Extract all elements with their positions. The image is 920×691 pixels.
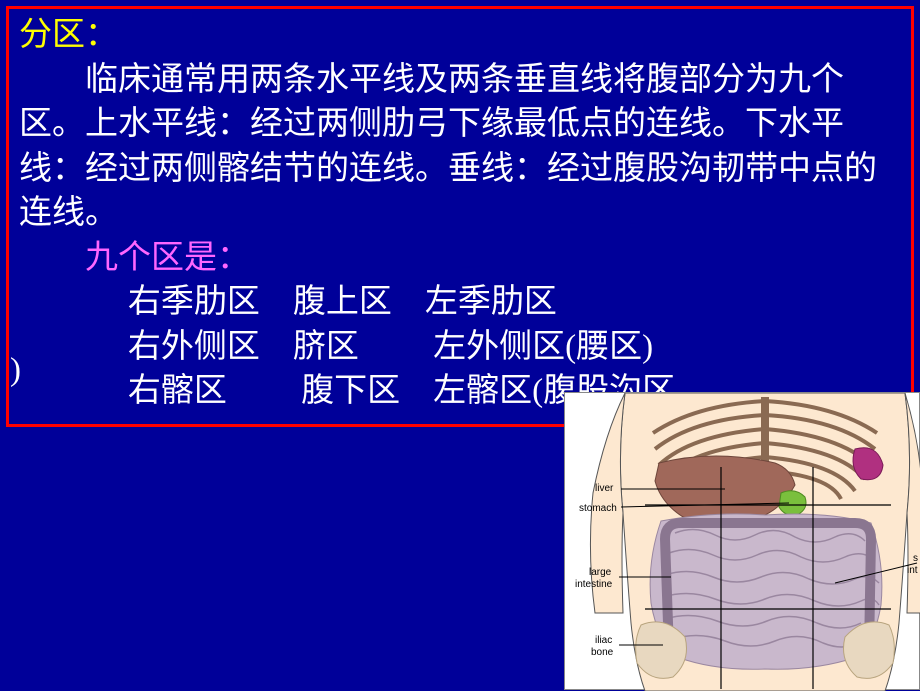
section-heading: 分区：	[19, 13, 901, 58]
regions-row-2: 右外侧区 脐区 左外侧区(腰区)	[19, 325, 901, 370]
label-small-2: int	[907, 565, 918, 576]
label-large-1: large	[589, 567, 612, 578]
label-liver: liver	[595, 483, 614, 494]
closing-paren: )	[10, 352, 21, 389]
label-iliac-1: iliac	[595, 635, 612, 646]
sub-heading: 九个区是：	[19, 236, 901, 281]
regions-row-1: 右季肋区 腹上区 左季肋区	[19, 280, 901, 325]
label-small-1: s	[913, 553, 918, 564]
label-large-2: intestine	[575, 579, 613, 590]
label-stomach: stomach	[579, 503, 617, 514]
body-paragraph: 临床通常用两条水平线及两条垂直线将腹部分为九个区。上水平线：经过两侧肋弓下缘最低…	[19, 58, 901, 236]
label-iliac-2: bone	[591, 647, 614, 658]
anatomy-diagram: liver stomach large intestine iliac bone…	[564, 392, 920, 690]
content-box: 分区： 临床通常用两条水平线及两条垂直线将腹部分为九个区。上水平线：经过两侧肋弓…	[6, 6, 914, 427]
